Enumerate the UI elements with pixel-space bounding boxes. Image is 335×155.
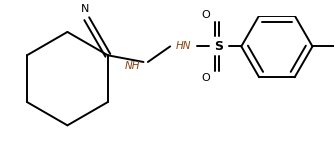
Text: NH: NH	[125, 61, 140, 71]
Text: HN: HN	[176, 41, 191, 51]
Text: O: O	[201, 73, 210, 83]
Text: N: N	[81, 4, 89, 14]
Text: O: O	[201, 10, 210, 20]
Text: S: S	[215, 40, 223, 53]
